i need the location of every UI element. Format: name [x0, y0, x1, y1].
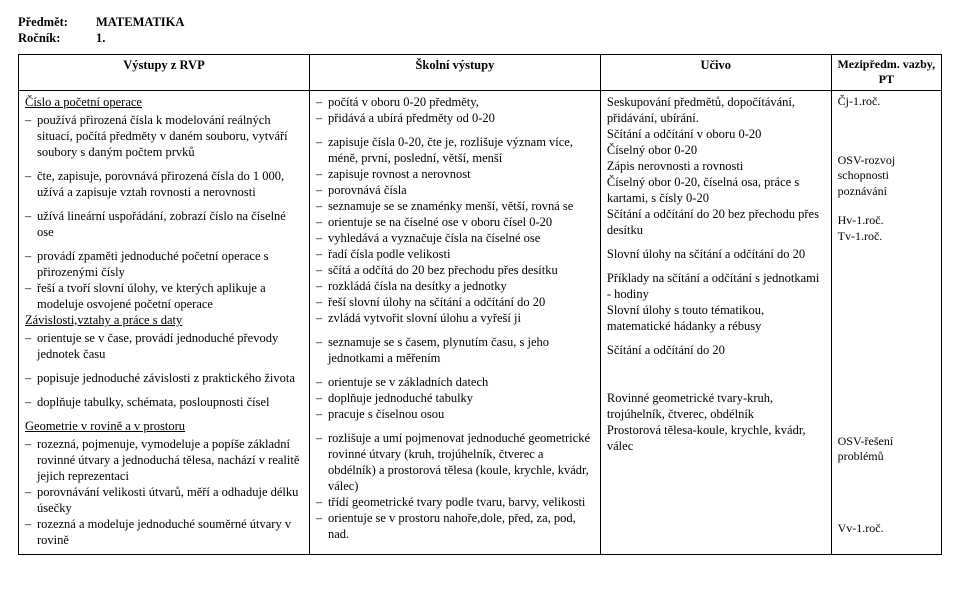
topic-text: Seskupování předmětů, dopočítávání, přid…: [607, 94, 825, 126]
table-header-row: Výstupy z RVP Školní výstupy Učivo Mezip…: [19, 55, 942, 91]
col-header-topic: Učivo: [600, 55, 831, 91]
link-text: OSV-řešení problémů: [838, 434, 935, 465]
section-title: Závislosti,vztahy a práce s daty: [25, 312, 303, 328]
list-item: vyhledává a vyznačuje čísla na číselné o…: [328, 230, 594, 246]
list-item: rozezná, pojmenuje, vymodeluje a popíše …: [37, 436, 303, 484]
grade-value: 1.: [96, 30, 105, 46]
topic-text: Rovinné geometrické tvary-kruh, trojúhel…: [607, 390, 825, 422]
list-item: řadí čísla podle velikosti: [328, 246, 594, 262]
list-item: přidává a ubírá předměty od 0-20: [328, 110, 594, 126]
curriculum-table: Výstupy z RVP Školní výstupy Učivo Mezip…: [18, 54, 942, 555]
list-item: počítá v oboru 0-20 předměty,: [328, 94, 594, 110]
topic-text: Příklady na sčítání a odčítání s jednotk…: [607, 270, 825, 302]
list-item: porovnávání velikosti útvarů, měří a odh…: [37, 484, 303, 516]
list-item: čte, zapisuje, porovnává přirozená čísla…: [37, 168, 303, 200]
list-item: rozezná a modeluje jednoduché souměrné ú…: [37, 516, 303, 548]
link-text: OSV-rozvoj schopnosti poznávání: [838, 153, 935, 199]
list-item: seznamuje se se znaménky menší, větší, r…: [328, 198, 594, 214]
list-item: užívá lineární uspořádání, zobrazí číslo…: [37, 208, 303, 240]
list-item: orientuje se v prostoru nahoře,dole, pře…: [328, 510, 594, 542]
list-item: seznamuje se s časem, plynutím času, s j…: [328, 334, 594, 366]
list-item: zvládá vytvořit slovní úlohu a vyřeší ji: [328, 310, 594, 326]
list-item: rozkládá čísla na desítky a jednotky: [328, 278, 594, 294]
topic-text: Zápis nerovnosti a rovnosti: [607, 158, 825, 174]
list-item: orientuje se na číselné ose v oboru číse…: [328, 214, 594, 230]
link-text: Hv-1.roč.: [838, 213, 935, 228]
list-item: doplňuje jednoduché tabulky: [328, 390, 594, 406]
list-item: pracuje s číselnou osou: [328, 406, 594, 422]
list-item: orientuje se v čase, provádí jednoduché …: [37, 330, 303, 362]
topic-text: Sčítání a odčítání v oboru 0-20: [607, 126, 825, 142]
col-header-links: Mezipředm. vazby, PT: [831, 55, 941, 91]
list-item: rozlišuje a umí pojmenovat jednoduché ge…: [328, 430, 594, 494]
list-item: zapisuje čísla 0-20, čte je, rozlišuje v…: [328, 134, 594, 166]
topic-text: Číselný obor 0-20: [607, 142, 825, 158]
list-item: řeší slovní úlohy na sčítání a odčítání …: [328, 294, 594, 310]
table-row: Číslo a početní operace používá přirozen…: [19, 90, 942, 554]
topic-text: Číselný obor 0-20, číselná osa, práce s …: [607, 174, 825, 206]
topic-text: Prostorová tělesa-koule, krychle, kvádr,…: [607, 422, 825, 454]
col-header-rvp: Výstupy z RVP: [19, 55, 310, 91]
list-item: třídí geometrické tvary podle tvaru, bar…: [328, 494, 594, 510]
document-header: Předmět: MATEMATIKA Ročník: 1.: [18, 14, 942, 46]
link-text: Čj-1.roč.: [838, 94, 935, 109]
list-item: řeší a tvoří slovní úlohy, ve kterých ap…: [37, 280, 303, 312]
topic-text: Sčítání a odčítání do 20: [607, 342, 825, 358]
topic-text: Slovní úlohy na sčítání a odčítání do 20: [607, 246, 825, 262]
link-text: Tv-1.roč.: [838, 229, 935, 244]
list-item: orientuje se v základních datech: [328, 374, 594, 390]
list-item: popisuje jednoduché závislosti z praktic…: [37, 370, 303, 386]
list-item: používá přirozená čísla k modelování reá…: [37, 112, 303, 160]
subject-value: MATEMATIKA: [96, 14, 184, 30]
subject-label: Předmět:: [18, 14, 96, 30]
cell-rvp: Číslo a početní operace používá přirozen…: [19, 90, 310, 554]
topic-text: Slovní úlohy s touto tématikou, matemati…: [607, 302, 825, 334]
topic-text: Sčítání a odčítání do 20 bez přechodu př…: [607, 206, 825, 238]
link-text: Vv-1.roč.: [838, 521, 935, 536]
list-item: provádí zpaměti jednoduché početní opera…: [37, 248, 303, 280]
section-title: Geometrie v rovině a v prostoru: [25, 418, 303, 434]
list-item: porovnává čísla: [328, 182, 594, 198]
section-title: Číslo a početní operace: [25, 94, 303, 110]
list-item: zapisuje rovnost a nerovnost: [328, 166, 594, 182]
cell-links: Čj-1.roč. OSV-rozvoj schopnosti poznáván…: [831, 90, 941, 554]
grade-label: Ročník:: [18, 30, 96, 46]
list-item: sčítá a odčítá do 20 bez přechodu přes d…: [328, 262, 594, 278]
cell-topic: Seskupování předmětů, dopočítávání, přid…: [600, 90, 831, 554]
cell-school-outputs: počítá v oboru 0-20 předměty, přidává a …: [309, 90, 600, 554]
col-header-school: Školní výstupy: [309, 55, 600, 91]
list-item: doplňuje tabulky, schémata, posloupnosti…: [37, 394, 303, 410]
